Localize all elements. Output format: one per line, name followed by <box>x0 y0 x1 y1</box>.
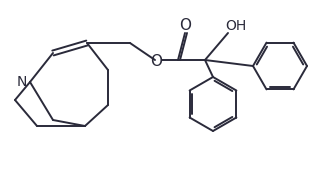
Text: N: N <box>17 75 27 89</box>
Text: OH: OH <box>225 19 247 33</box>
Text: O: O <box>150 54 162 68</box>
Text: O: O <box>179 17 191 33</box>
